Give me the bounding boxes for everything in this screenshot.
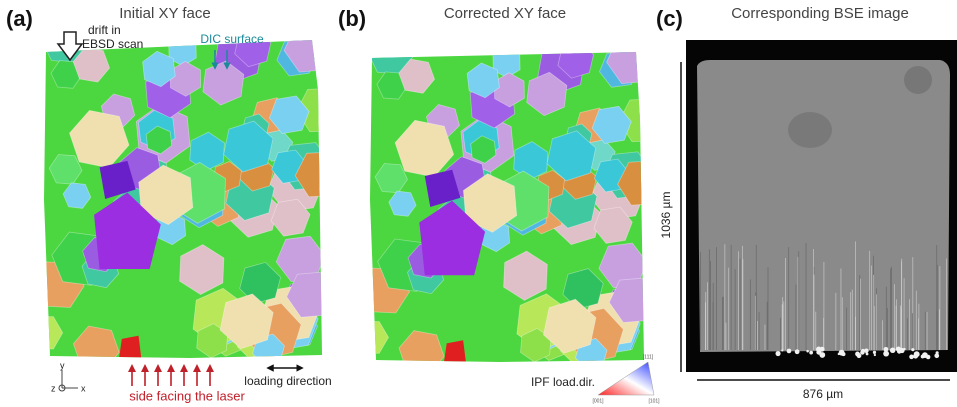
ipf-corner: [101] bbox=[648, 398, 660, 404]
bse-debris bbox=[914, 351, 920, 357]
bse-debris bbox=[806, 350, 809, 353]
dic-text: DIC surface bbox=[200, 32, 264, 46]
ebsd-map bbox=[25, 19, 345, 370]
panel-label: (a) bbox=[6, 6, 33, 31]
height-label: 1036 µm bbox=[659, 192, 673, 239]
ipf-corner: [001] bbox=[592, 398, 604, 404]
laser-text: side facing the laser bbox=[129, 388, 245, 403]
figure: (a) Initial XY face drift in EBSD scan D… bbox=[0, 0, 957, 407]
bse-debris bbox=[890, 348, 896, 354]
bse-grain bbox=[904, 66, 932, 94]
bse-debris bbox=[781, 349, 783, 351]
axis-z: z bbox=[51, 383, 56, 393]
bse-debris bbox=[884, 353, 887, 356]
bse-debris bbox=[873, 351, 876, 354]
panel-label: (b) bbox=[338, 6, 366, 31]
bse-debris bbox=[795, 349, 800, 354]
bse-debris bbox=[866, 353, 869, 356]
ipf-triangle bbox=[598, 362, 654, 395]
bse-debris bbox=[909, 355, 914, 360]
bse-debris bbox=[883, 347, 888, 352]
axis-y: y bbox=[60, 360, 65, 370]
bse-debris bbox=[857, 353, 862, 358]
drift-text: drift in bbox=[88, 23, 121, 37]
loading-text: loading direction bbox=[244, 374, 331, 388]
panel-label: (c) bbox=[656, 6, 683, 31]
drift-text: EBSD scan bbox=[82, 37, 143, 51]
bse-grain bbox=[788, 112, 832, 148]
laser-arrows bbox=[132, 368, 210, 386]
bse-debris bbox=[816, 350, 821, 355]
width-label: 876 µm bbox=[803, 387, 843, 401]
bse-debris bbox=[926, 355, 930, 359]
axis-x: x bbox=[81, 383, 86, 393]
panel-title: Corrected XY face bbox=[444, 5, 566, 22]
bse-debris bbox=[839, 350, 845, 356]
ipf-corner: [111] bbox=[643, 354, 654, 360]
bse-debris bbox=[809, 351, 813, 355]
bse-debris bbox=[860, 350, 864, 354]
panel-title: Initial XY face bbox=[119, 5, 210, 22]
axis-icon: y z x bbox=[51, 360, 86, 393]
bse-debris bbox=[775, 351, 780, 356]
bse-debris bbox=[787, 349, 792, 354]
bse-debris bbox=[936, 351, 939, 354]
grain bbox=[444, 340, 466, 362]
panel-title: Corresponding BSE image bbox=[731, 5, 909, 22]
bse-debris bbox=[874, 354, 876, 356]
ipf-label: IPF load.dir. bbox=[531, 375, 595, 389]
grain bbox=[119, 336, 141, 358]
bse-debris bbox=[911, 348, 914, 351]
bse-debris bbox=[903, 348, 905, 350]
ebsd-map bbox=[352, 31, 667, 374]
bse-debris bbox=[896, 346, 901, 351]
